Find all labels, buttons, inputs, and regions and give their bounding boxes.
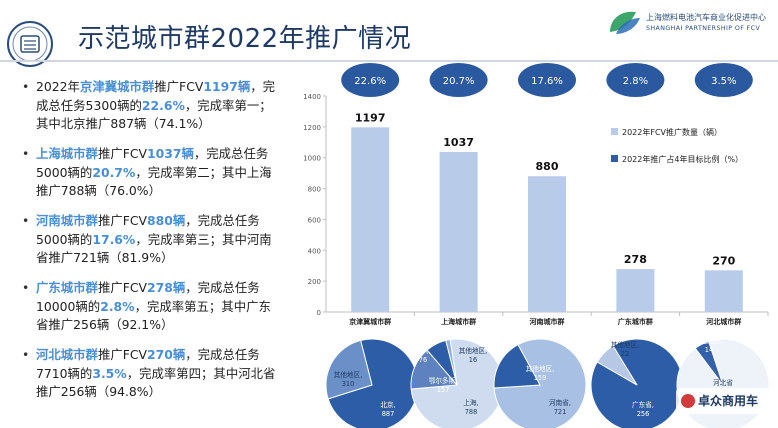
x-tick-label: 上海城市群 [441,317,476,326]
percent-badge [518,63,576,97]
pie-slice-label: 河北省 [713,378,733,387]
leaf-icon [610,11,640,34]
pie-slice-label: 721 [554,408,567,416]
pie-slice-label: 其他地区, [334,370,362,379]
y-tick-label: 1400 [303,93,321,101]
percent-badge-label: 2.8% [623,76,648,87]
legend-label: 2022年FCV推广数量（辆） [622,127,722,137]
pie-slice [590,338,684,428]
watermark-icon [681,394,695,408]
y-tick-label: 200 [308,278,321,286]
pie-slice [325,339,373,400]
bar-value-label: 278 [624,253,647,266]
percent-badge-label: 17.6% [531,76,563,87]
summary-item: 广东城市群推广FCV278辆，完成总任务10000辆的2.8%，完成率第五；其中… [20,279,282,335]
pie-slice-label: 河南省, [549,398,571,407]
bar [616,269,655,312]
pie-slice [694,340,724,386]
bar-value-label: 1197 [355,111,386,124]
x-tick-label: 京津冀城市群 [349,317,391,326]
x-tick-label: 河北城市群 [706,317,741,326]
emblem-logo [7,21,53,67]
y-tick-label: 400 [308,247,321,255]
bar [351,127,390,312]
watermark-backdrop [676,388,778,414]
pie-slice-label: 310 [342,380,355,388]
pie-slice [493,343,541,389]
percent-badge [429,63,488,97]
summary-item: 河南城市群推广FCV880辆，完成总任务5000辆的17.6%，完成率第三；其中… [20,212,282,268]
y-tick-label: 1000 [303,155,321,163]
summary-list: 2022年京津冀城市群推广FCV1197辆，完成总任务5300辆的22.6%，完… [20,78,282,413]
pie-slice [445,338,458,386]
pie-slice-label: 16 [469,356,477,364]
x-tick-label: 河南城市群 [530,317,565,326]
pie-slice [327,338,419,428]
percent-badge-label: 22.6% [354,76,386,87]
percent-badge-label: 20.7% [443,76,475,87]
summary-item: 2022年京津冀城市群推广FCV1197辆，完成总任务5300辆的22.6%，完… [20,78,282,134]
pie-slice-label: 嘉兴, [415,346,430,355]
pie-slice-label: 159 [534,374,547,382]
header-divider [0,60,778,62]
legend-label: 2022年推广占4年目标比例（%） [622,154,743,164]
watermark-text: 卓众商用车 [698,393,758,408]
y-tick-label: 800 [308,186,321,194]
percent-badge [694,63,753,97]
bar-value-label: 880 [536,160,559,173]
pie-slice-label: 157 [437,386,450,394]
percent-badge [341,63,400,97]
pie-slice-label: 其他地区, [459,346,487,355]
bar-value-label: 270 [712,254,735,267]
percent-badge-label: 3.5% [711,76,736,87]
y-tick-label: 600 [308,216,321,224]
pie-slice [596,345,638,386]
pie-slice-label: 14 [705,346,713,354]
bar [704,270,743,312]
pie-slice-label: 广东省, [632,400,654,409]
pie-slice-label: 22 [621,350,629,358]
page-title: 示范城市群2022年推广情况 [78,24,412,54]
summary-item: 上海城市群推广FCV1037辆，完成总任务5000辆的20.7%，完成率第二；其… [20,145,282,201]
summary-item: 河北城市群推广FCV270辆，完成总任务7710辆的3.5%，完成率第四；其中河… [20,346,282,402]
pie-slice-label: 其他地区, [695,336,723,345]
legend-swatch [611,128,618,135]
legend-swatch [611,155,618,162]
x-tick-label: 广东城市群 [618,317,653,326]
y-tick-label: 1200 [303,124,321,132]
bar [528,176,566,312]
pie-slice [493,338,587,428]
pie-slice-label: 其他地区, [526,364,554,373]
brand-name-cn: 上海燃料电池汽车商业化促进中心 [646,13,766,22]
y-tick-label: 0 [317,309,321,317]
pie-slice-label: 256 [637,410,650,418]
percent-badge [606,63,665,97]
pie-slice-label: 鄂尔多斯, [429,376,457,385]
brand-logo: 上海燃料电池汽车商业化促进中心 SHANGHAI PARTNERSHIP OF … [606,6,766,40]
pie-slice-label: 上海, [463,398,478,407]
bar-value-label: 1037 [443,136,474,149]
pie-slice-label: 北京, [380,400,395,409]
bar [439,152,478,312]
pie-slice-label: 76 [419,356,427,364]
pie-slice-label: 其他地区, [611,340,639,349]
pie-slice-label: 887 [382,410,395,418]
brand-name-en: SHANGHAI PARTNERSHIP OF FCV [646,25,761,32]
pie-slice-label: 788 [465,408,478,416]
